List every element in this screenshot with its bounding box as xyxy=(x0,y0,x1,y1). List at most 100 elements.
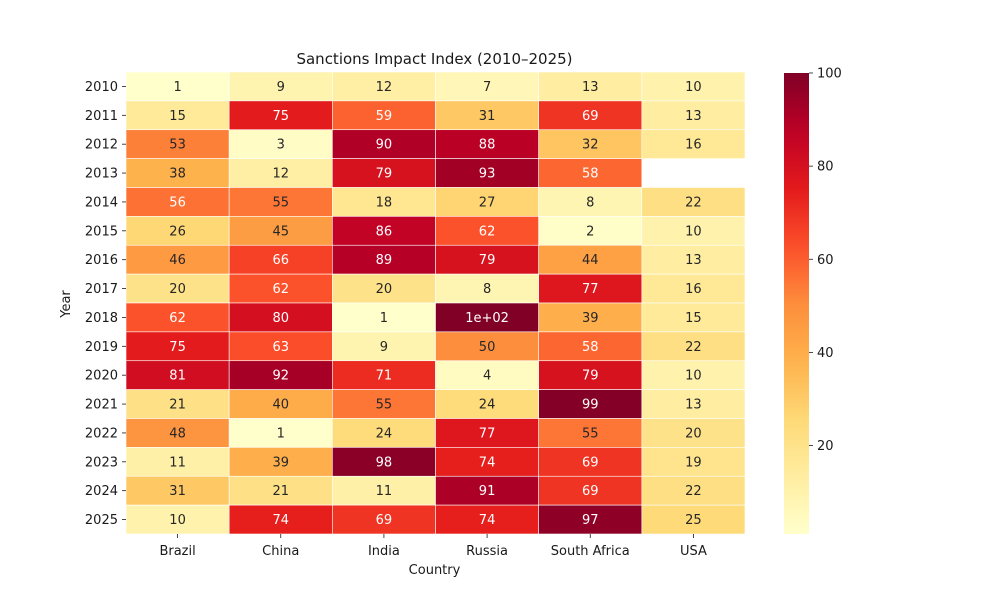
heatmap-cell xyxy=(332,302,436,333)
heatmap-cell xyxy=(641,273,746,304)
heatmap-cell xyxy=(228,504,333,535)
cell-value-label: 15 xyxy=(169,109,186,124)
heatmap-cell xyxy=(125,475,230,506)
cell-value-label: 26 xyxy=(169,224,186,239)
y-tick-label: 2022 xyxy=(85,426,118,441)
x-tick-label: Brazil xyxy=(159,544,195,559)
heatmap-cell xyxy=(641,129,746,159)
cell-value-label: 10 xyxy=(169,513,186,528)
heatmap-cell xyxy=(435,158,539,188)
cell-value-label: 69 xyxy=(582,109,599,124)
heatmap-cell xyxy=(332,504,436,535)
heatmap-cell xyxy=(125,273,230,304)
x-axis-label: Country xyxy=(409,563,461,578)
cell-value-label: 1 xyxy=(380,311,388,326)
cell-value-label: 1e+02 xyxy=(465,311,509,326)
colorbar-tick-label: 40 xyxy=(817,346,834,361)
y-tick-label: 2012 xyxy=(85,138,118,153)
cell-value-label: 31 xyxy=(479,109,496,124)
y-tick-label: 2023 xyxy=(85,455,118,470)
heatmap-cell xyxy=(641,504,746,535)
x-tick-label: India xyxy=(368,544,400,559)
cell-value-label: 66 xyxy=(272,253,289,268)
cell-value-label: 74 xyxy=(479,513,496,528)
heatmap-cell xyxy=(228,187,333,217)
cell-value-label: 69 xyxy=(582,455,599,470)
heatmap-cell xyxy=(435,302,539,333)
cell-value-label: 12 xyxy=(376,80,393,95)
cell-value-label: 99 xyxy=(582,398,599,413)
y-tick-label: 2013 xyxy=(85,167,118,182)
cell-value-label: 21 xyxy=(169,398,186,413)
cell-value-label: 80 xyxy=(272,311,289,326)
cell-value-label: 98 xyxy=(376,455,393,470)
heatmap-cell xyxy=(228,331,333,362)
heatmap-cell xyxy=(125,302,230,333)
cell-value-label: 79 xyxy=(582,369,599,384)
cell-value-label: 22 xyxy=(685,484,702,499)
heatmap-cell xyxy=(332,331,436,362)
heatmap-cell xyxy=(228,158,333,188)
heatmap-cell xyxy=(228,100,333,131)
heatmap-cell xyxy=(228,389,333,419)
x-tick-label: USA xyxy=(680,544,707,559)
cell-value-label: 16 xyxy=(685,282,702,297)
heatmap-cell xyxy=(228,447,333,477)
heatmap-cell xyxy=(228,129,333,159)
heatmap-cell xyxy=(125,331,230,362)
y-tick-label: 2020 xyxy=(85,369,118,384)
heatmap-cell xyxy=(538,360,643,390)
heatmap-cell xyxy=(641,216,746,246)
y-tick-label: 2021 xyxy=(85,398,118,413)
cell-value-label: 62 xyxy=(479,224,496,239)
cell-value-label: 15 xyxy=(685,311,702,326)
cell-value-label: 39 xyxy=(582,311,599,326)
heatmap-cell xyxy=(641,71,746,102)
cell-value-label: 86 xyxy=(376,224,393,239)
cell-value-label: 93 xyxy=(479,167,496,182)
cell-value-label: 38 xyxy=(169,167,186,182)
heatmap-cell xyxy=(538,504,643,535)
cell-value-label: 75 xyxy=(169,340,186,355)
chart-title: Sanctions Impact Index (2010–2025) xyxy=(296,50,572,68)
cell-value-label: 88 xyxy=(479,138,496,153)
heatmap-cell xyxy=(538,447,643,477)
heatmap-cell xyxy=(125,389,230,419)
heatmap-cell xyxy=(538,71,643,102)
cell-value-label: 13 xyxy=(685,109,702,124)
x-tick-labels: Brazil China India Russia South Africa USA xyxy=(159,534,707,559)
heatmap-cell xyxy=(332,71,436,102)
cell-value-label: 63 xyxy=(272,340,289,355)
heatmap-cell xyxy=(125,158,230,188)
cell-value-label: 31 xyxy=(169,484,186,499)
cell-value-label: 79 xyxy=(376,167,393,182)
cell-value-label: 50 xyxy=(479,340,496,355)
heatmap-cell xyxy=(435,389,539,419)
heatmap-cell xyxy=(332,418,436,448)
cell-value-label: 62 xyxy=(169,311,186,326)
cell-value-label: 58 xyxy=(582,340,599,355)
cell-value-label: 71 xyxy=(376,369,393,384)
heatmap-cell xyxy=(125,418,230,448)
heatmap-cell xyxy=(125,244,230,275)
cell-value-label: 55 xyxy=(272,195,289,210)
heatmap-cell xyxy=(332,244,436,275)
heatmap-cell xyxy=(228,360,333,390)
heatmap-cell xyxy=(435,244,539,275)
heatmap-cell xyxy=(641,187,746,217)
cell-value-label: 20 xyxy=(685,426,702,441)
cell-value-label: 48 xyxy=(169,426,186,441)
y-tick-labels: 2010 2011 2012 2013 2014 2015 2016 2017 2018 2019… xyxy=(85,80,126,528)
y-tick-label: 2010 xyxy=(85,80,118,95)
heatmap-cell xyxy=(641,475,746,506)
cell-value-label: 20 xyxy=(376,282,393,297)
heatmap-cell xyxy=(641,331,746,362)
heatmap-cell xyxy=(538,244,643,275)
cell-value-label: 24 xyxy=(376,426,393,441)
cell-value-label: 13 xyxy=(685,398,702,413)
heatmap-cell xyxy=(538,273,643,304)
cell-value-label: 11 xyxy=(169,455,186,470)
cell-value-label: 13 xyxy=(582,80,599,95)
